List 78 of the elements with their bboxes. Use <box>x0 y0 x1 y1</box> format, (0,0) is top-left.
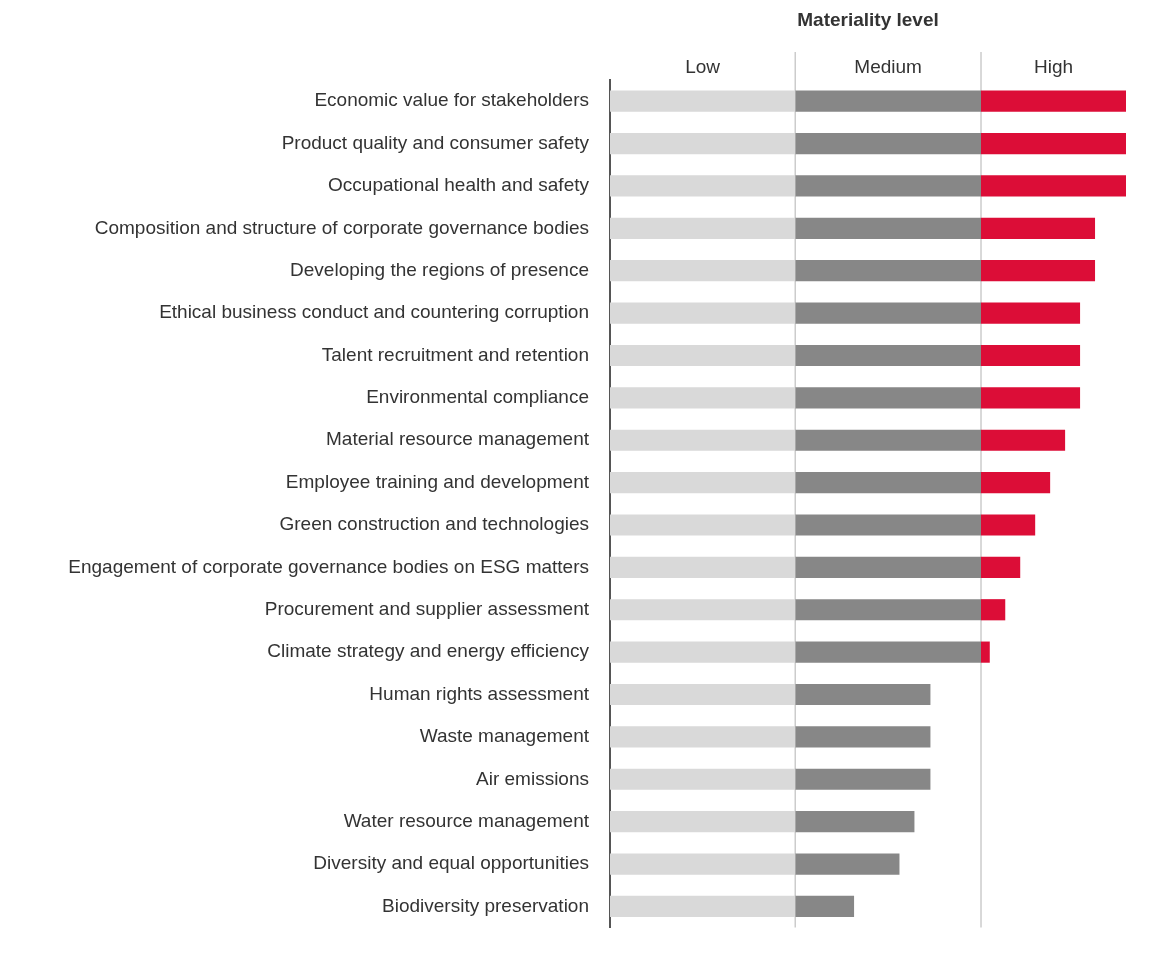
bar <box>610 726 796 748</box>
bar <box>610 641 796 663</box>
bar <box>795 514 981 536</box>
bar <box>610 387 796 409</box>
bar <box>981 90 1126 112</box>
y-tick-label: Employee training and development <box>285 470 590 492</box>
bar <box>981 344 1081 367</box>
y-tick-label: Climate strategy and energy efficiency <box>267 640 590 662</box>
bar <box>981 175 1126 197</box>
bar <box>610 132 796 155</box>
y-tick-label: Green construction and technologies <box>279 513 589 535</box>
bar <box>795 556 981 578</box>
bar <box>981 556 1021 578</box>
bar <box>981 132 1126 155</box>
y-tick-label: Developing the regions of presence <box>290 258 589 280</box>
series-label: High <box>1033 56 1074 78</box>
y-tick-label: Occupational health and safety <box>328 174 590 196</box>
y-tick-label: Waste management <box>419 725 590 747</box>
y-tick-label: Ethical business conduct and countering corruption <box>159 301 589 323</box>
bar <box>610 683 796 706</box>
bar <box>795 217 981 239</box>
bar <box>795 599 981 621</box>
y-tick-label: Product quality and consumer safety <box>281 131 590 153</box>
bar <box>795 429 981 451</box>
bar <box>610 217 796 239</box>
y-tick-label: Composition and structure of corporate governance bodies <box>94 216 589 238</box>
bar <box>795 302 981 324</box>
bar <box>795 387 981 409</box>
bar <box>981 217 1096 239</box>
y-tick-label: Biodiversity preservation <box>382 894 589 916</box>
y-tick-label: Engagement of corporate governance bodies on ESG matters <box>68 555 589 577</box>
bar <box>610 302 796 324</box>
bar <box>795 768 931 790</box>
bar <box>795 811 915 833</box>
y-tick-label: Air emissions <box>476 767 589 789</box>
y-tick-label: Procurement and supplier assessment <box>264 597 590 619</box>
bar <box>795 260 981 282</box>
bar <box>610 429 796 451</box>
chart-title: Materiality level <box>797 9 939 31</box>
bar <box>610 556 796 578</box>
bar <box>795 132 981 155</box>
bar <box>610 895 796 918</box>
y-tick-label: Economic value for stakeholders <box>314 89 589 111</box>
y-tick-label: Water resource management <box>343 809 590 831</box>
bar <box>795 641 981 663</box>
bar <box>981 387 1081 409</box>
y-tick-label: Material resource management <box>326 428 590 450</box>
bar <box>610 260 796 282</box>
bar <box>795 683 931 706</box>
bar <box>610 175 796 197</box>
y-tick-label: Talent recruitment and retention <box>321 343 589 365</box>
bar <box>610 768 796 790</box>
bar <box>610 472 796 494</box>
bar <box>610 853 796 875</box>
bar <box>610 811 796 833</box>
bar <box>981 514 1036 536</box>
bar <box>795 853 900 875</box>
bar <box>795 90 981 112</box>
y-tick-label: Human rights assessment <box>369 682 590 704</box>
y-tick-label: Environmental compliance <box>366 386 589 408</box>
bar <box>610 90 796 112</box>
bar <box>981 599 1006 621</box>
bar <box>981 302 1081 324</box>
bar <box>981 472 1051 494</box>
bar <box>610 599 796 621</box>
bar <box>981 641 990 663</box>
y-tick-label: Diversity and equal opportunities <box>313 852 589 874</box>
bar <box>795 175 981 197</box>
bar <box>610 344 796 367</box>
bar <box>981 429 1066 451</box>
bar <box>795 344 981 367</box>
bar <box>795 895 855 918</box>
bar <box>981 260 1096 282</box>
bar <box>795 726 931 748</box>
bar <box>795 472 981 494</box>
bar <box>610 514 796 536</box>
series-label: Medium <box>854 56 922 78</box>
series-label: Low <box>685 56 721 78</box>
